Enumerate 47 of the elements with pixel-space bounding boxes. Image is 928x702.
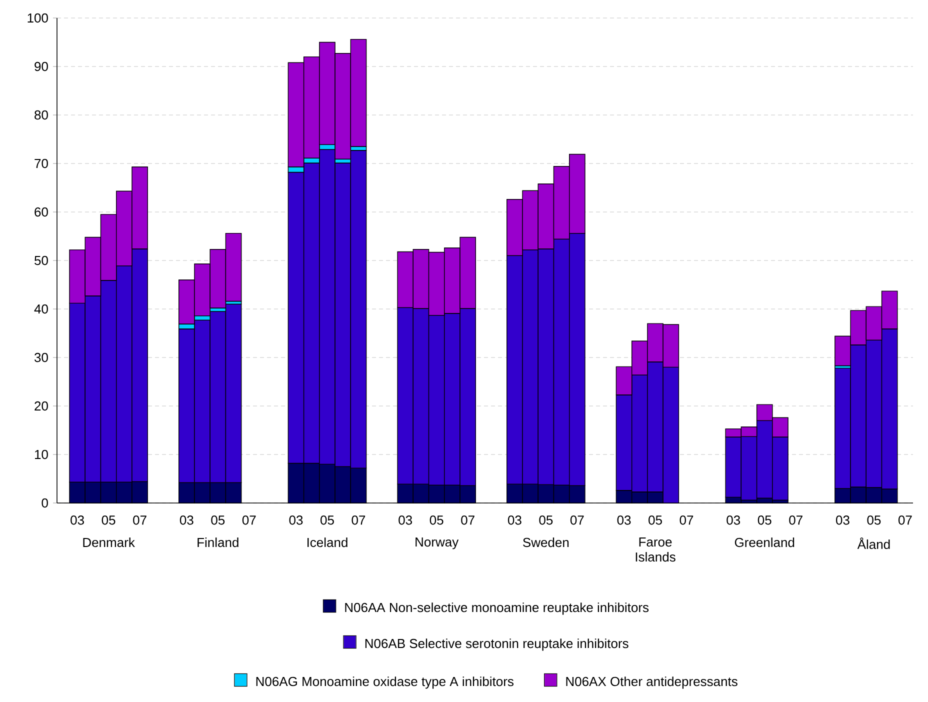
y-tick-label: 20 [34, 401, 48, 411]
x-tick-label: 05 [320, 516, 334, 525]
text: Sweden [523, 538, 569, 548]
x-tick-label: 03 [180, 516, 194, 525]
x-tick-label: 03 [398, 516, 412, 525]
legend-label: N06AB Selective serotonin reuptake inhibitors [365, 638, 628, 651]
x-tick-label: 07 [898, 516, 912, 525]
y-tick-label: 50 [34, 256, 48, 266]
text: Faroe Islands [636, 538, 676, 562]
x-tick-label: 03 [508, 516, 522, 525]
y-tick-label: 70 [34, 158, 48, 168]
x-tick-label: 07 [352, 516, 366, 525]
y-tick-label: 40 [34, 304, 48, 314]
y-tick-label: 80 [34, 110, 48, 120]
legend-label: N06AG Monoamine oxidase type A inhibitors [256, 676, 514, 689]
text: Greenland [734, 538, 794, 548]
x-tick-label: 07 [242, 516, 256, 525]
x-tick-label: 07 [680, 516, 694, 525]
x-tick-label: 05 [430, 516, 444, 525]
x-tick-label: 05 [211, 516, 225, 525]
x-tick-label: 05 [539, 516, 553, 525]
x-tick-label: 03 [726, 516, 740, 525]
x-tick-label: 07 [133, 516, 146, 525]
x-tick-label: 07 [461, 516, 474, 525]
x-tick-label: 03 [289, 516, 303, 525]
x-tick-label: 03 [617, 516, 631, 525]
text: Iceland [307, 538, 348, 548]
x-tick-label: 07 [570, 516, 584, 525]
x-tick-label: 05 [648, 516, 662, 525]
x-tick-label: 05 [102, 516, 116, 525]
y-tick-label: 90 [34, 62, 48, 72]
y-tick-label: 10 [34, 450, 48, 460]
legend-label: N06AX Other antidepressants [566, 676, 738, 689]
x-tick-label: 07 [789, 516, 802, 525]
legend-label: N06AA Non-selective monoamine reuptake inhibitors [345, 602, 649, 615]
y-tick-label: 30 [34, 352, 48, 362]
text: Finland [198, 538, 238, 548]
text: Åland [857, 538, 890, 549]
x-tick-label: 05 [758, 516, 772, 525]
y-tick-label: 100 [28, 13, 48, 23]
x-tick-label: 03 [70, 516, 84, 525]
text: Denmark [83, 538, 135, 548]
y-tick-label: 0 [42, 498, 48, 508]
text: Norway [416, 538, 459, 550]
x-tick-label: 05 [867, 516, 881, 525]
y-tick-label: 60 [34, 207, 48, 217]
x-tick-label: 03 [836, 516, 850, 525]
